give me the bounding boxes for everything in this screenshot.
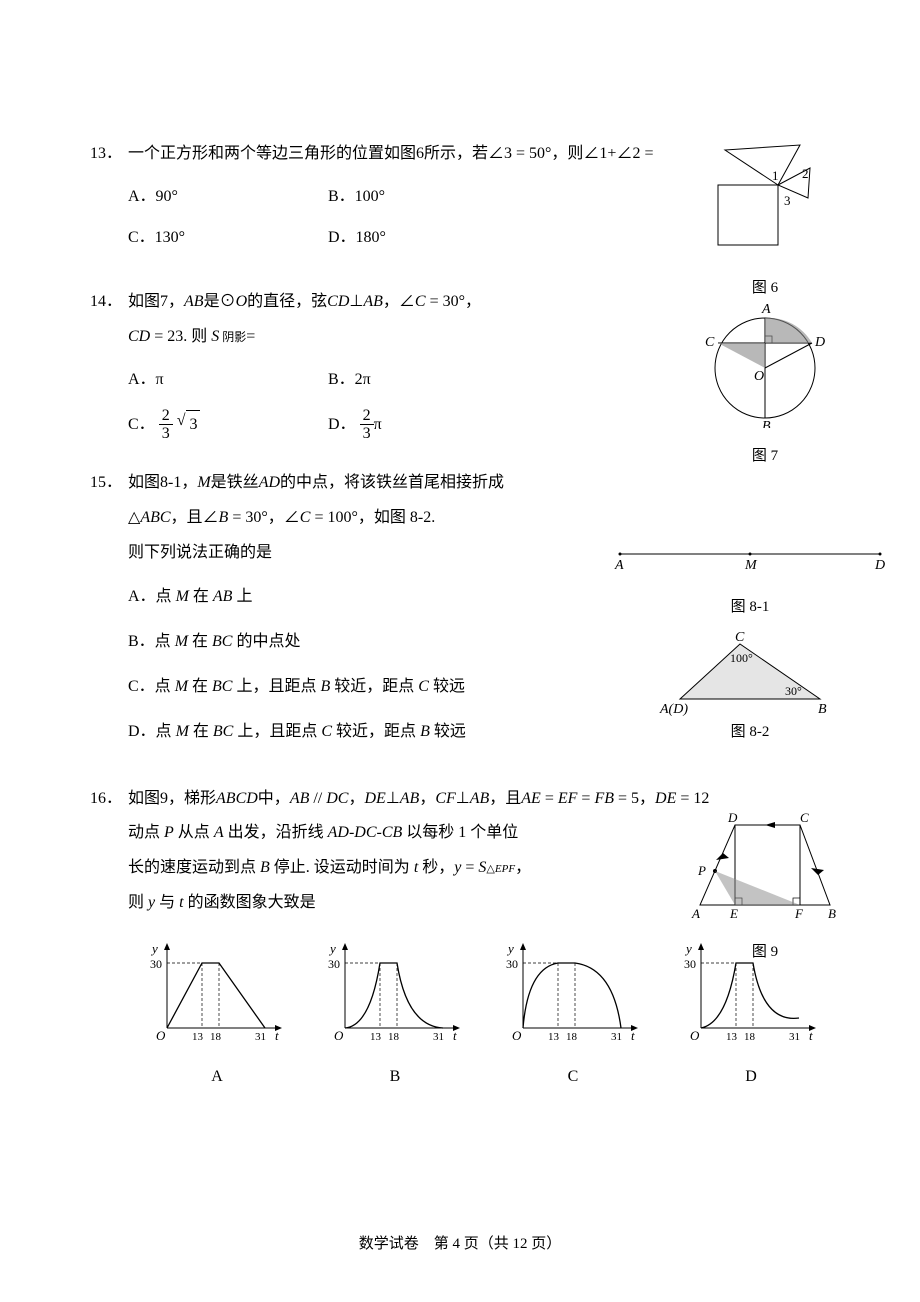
q13-choice-b: B．100° (328, 177, 528, 218)
svg-text:13: 13 (370, 1031, 382, 1043)
svg-text:O: O (512, 1028, 522, 1043)
svg-text:31: 31 (255, 1031, 266, 1043)
figure-7-label: 图 7 (690, 443, 840, 470)
svg-text:13: 13 (192, 1031, 204, 1043)
svg-text:18: 18 (566, 1031, 578, 1043)
svg-text:D: D (874, 558, 885, 573)
svg-text:O: O (156, 1028, 166, 1043)
figure-8-1-label: 图 8-1 (610, 594, 890, 621)
figure-8: A M D 图 8-1 C A(D) B 100° 30° 图 8-2 (610, 539, 890, 746)
q14-number: 14． (90, 288, 128, 317)
q13-choice-d: D．180° (328, 218, 528, 259)
svg-text:y: y (328, 941, 336, 956)
q14-choice-d: D． 23π (328, 401, 528, 449)
svg-text:30: 30 (506, 957, 518, 971)
svg-text:A: A (691, 906, 700, 921)
q14-choice-c: C． 23 3 (128, 401, 328, 449)
question-15: A M D 图 8-1 C A(D) B 100° 30° 图 8-2 15． … (90, 469, 840, 755)
q16-graph-c-label: C (503, 1063, 643, 1092)
figure-8-2-label: 图 8-2 (650, 719, 850, 746)
svg-text:O: O (690, 1028, 700, 1043)
q16-graph-c: y 30 O 13 18 31 t C (503, 938, 643, 1092)
svg-text:13: 13 (726, 1031, 738, 1043)
figure-6: 1 2 3 图 6 (700, 130, 830, 302)
figure-9: A E F B D C P 图 9 (680, 805, 850, 967)
angle-2-label: 2 (802, 166, 809, 181)
figure-7: A B C D O 图 7 (690, 298, 840, 470)
svg-text:C: C (705, 335, 715, 350)
q13-number: 13． (90, 140, 128, 169)
svg-text:C: C (800, 810, 809, 825)
q13-choice-c: C．130° (128, 218, 328, 259)
svg-text:D: D (814, 335, 825, 350)
svg-text:E: E (729, 906, 738, 921)
q14-choice-b: B．2π (328, 360, 528, 401)
q16-graph-a-label: A (147, 1063, 287, 1092)
svg-text:13: 13 (548, 1031, 560, 1043)
svg-text:A: A (761, 302, 771, 317)
svg-text:31: 31 (789, 1031, 800, 1043)
svg-text:100°: 100° (730, 651, 753, 665)
angle-1-label: 1 (772, 168, 779, 183)
angle-3-label: 3 (784, 193, 791, 208)
q15-text1: 如图8-1，M是铁丝AD的中点，将该铁丝首尾相接折成 (128, 469, 840, 498)
svg-text:F: F (794, 906, 804, 921)
svg-text:D: D (727, 810, 738, 825)
q15-number: 15． (90, 469, 128, 498)
svg-text:A: A (614, 558, 624, 573)
question-13: 1 2 3 图 6 13． 一个正方形和两个等边三角形的位置如图6所示，若∠3 … (90, 140, 840, 258)
q16-graph-a: y 30 O 13 18 31 t A (147, 938, 287, 1092)
svg-text:O: O (754, 369, 764, 384)
svg-text:31: 31 (433, 1031, 444, 1043)
svg-text:B: B (818, 702, 827, 717)
svg-text:18: 18 (210, 1031, 222, 1043)
svg-text:B: B (828, 906, 836, 921)
svg-text:O: O (334, 1028, 344, 1043)
q16-number: 16． (90, 785, 128, 814)
q13-choice-a: A．90° (128, 177, 328, 218)
svg-text:31: 31 (611, 1031, 622, 1043)
svg-text:y: y (506, 941, 514, 956)
svg-text:30°: 30° (785, 684, 802, 698)
svg-text:18: 18 (388, 1031, 400, 1043)
svg-text:t: t (809, 1028, 813, 1043)
svg-text:P: P (697, 863, 706, 878)
svg-text:30: 30 (150, 957, 162, 971)
svg-text:18: 18 (744, 1031, 756, 1043)
svg-text:B: B (762, 419, 771, 428)
svg-text:30: 30 (328, 957, 340, 971)
svg-text:t: t (631, 1028, 635, 1043)
q14-choice-a: A．π (128, 360, 328, 401)
q16-graph-d-label: D (681, 1063, 821, 1092)
question-16: A E F B D C P 图 9 16． 如图9，梯形ABCD中，AB // … (90, 785, 840, 1092)
figure-9-label: 图 9 (680, 939, 850, 966)
svg-text:C: C (735, 630, 745, 645)
question-14: A B C D O 图 7 14． 如图7，AB是⊙O的直径，弦CD⊥AB，∠C… (90, 288, 840, 449)
svg-text:t: t (453, 1028, 457, 1043)
page-footer: 数学试卷 第 4 页（共 12 页） (0, 1231, 920, 1258)
svg-text:A(D): A(D) (659, 702, 688, 717)
svg-text:y: y (150, 941, 158, 956)
q16-graph-b: y 30 O 13 18 31 t B (325, 938, 465, 1092)
svg-text:t: t (275, 1028, 279, 1043)
q16-graph-b-label: B (325, 1063, 465, 1092)
q15-text2: △ABC，且∠B = 30°，∠C = 100°，如图 8-2. (128, 504, 840, 533)
svg-text:M: M (744, 558, 758, 573)
